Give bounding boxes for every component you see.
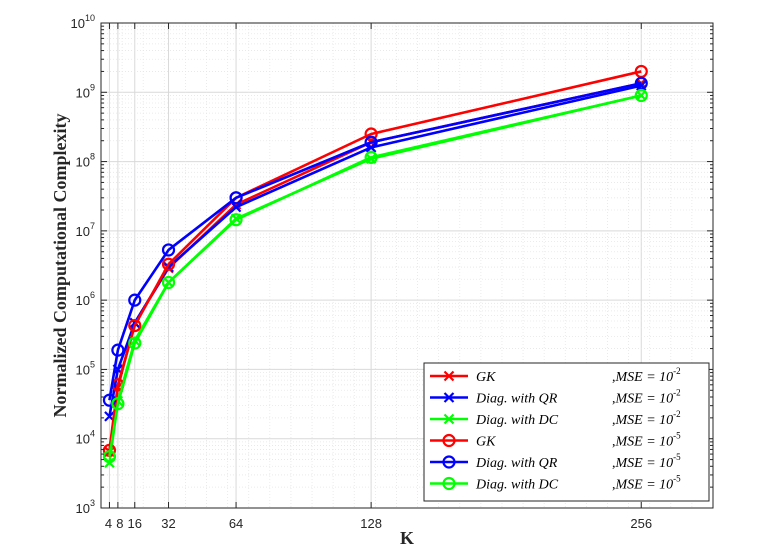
x-tick-label: 64 <box>229 516 243 531</box>
series-line <box>108 81 642 401</box>
legend-method: GK <box>476 370 496 385</box>
x-tick-label: 256 <box>630 516 652 531</box>
legend-box <box>423 362 710 502</box>
legend-method: Diag. with QR <box>475 392 558 407</box>
legend-marker <box>442 476 456 491</box>
legend-mse: ,MSE = 10-2 <box>612 388 681 407</box>
data-point <box>229 213 243 227</box>
legend-entry: Diag. with DC ,MSE = 10-2 <box>430 409 681 428</box>
legend-entry: GK ,MSE = 10-5 <box>430 431 681 450</box>
legend-entry: Diag. with DC ,MSE = 10-5 <box>430 474 681 493</box>
legend-marker <box>442 455 456 469</box>
y-tick-label: 103 <box>76 498 95 516</box>
data-point <box>364 150 378 164</box>
data-point <box>128 336 142 350</box>
marker-stroke <box>443 413 455 425</box>
legend-method: Diag. with QR <box>475 456 558 471</box>
data-point <box>111 343 125 357</box>
legend-mse: ,MSE = 10-5 <box>612 474 681 493</box>
data-point <box>364 135 378 149</box>
data-point <box>364 127 378 141</box>
marker-stroke <box>443 370 455 382</box>
series-5 <box>102 88 648 464</box>
y-tick-label: 107 <box>76 221 95 239</box>
y-axis-label: Normalized Computational Complexity <box>50 114 70 418</box>
y-tick-label: 106 <box>76 290 95 308</box>
marker-stroke <box>443 392 455 403</box>
legend-mse: ,MSE = 10-5 <box>612 431 681 450</box>
legend-entry: GK ,MSE = 10-2 <box>430 366 681 385</box>
data-point <box>102 450 117 464</box>
y-tick-label: 1010 <box>71 13 95 31</box>
marker-stroke <box>230 201 242 213</box>
y-axis-ticks: 103 104 105 106 107 108 109 1010 <box>71 13 713 516</box>
data-point <box>634 88 648 103</box>
data-point <box>161 257 176 271</box>
data-point <box>161 243 176 257</box>
legend-method: Diag. with DC <box>475 478 559 493</box>
data-point <box>229 191 243 205</box>
marker-stroke <box>104 411 115 422</box>
legend-marker <box>443 413 455 425</box>
legend-marker <box>442 433 456 448</box>
legend-method: GK <box>476 435 496 450</box>
legend-entry: Diag. with QR ,MSE = 10-5 <box>430 452 681 471</box>
x-axis-label: K <box>400 528 414 548</box>
series-line <box>108 70 642 451</box>
series-layer <box>102 64 648 469</box>
y-tick-label: 105 <box>76 359 95 377</box>
x-tick-label: 4 <box>105 516 112 531</box>
plot-frame <box>100 22 714 509</box>
x-tick-label: 128 <box>360 516 382 531</box>
legend-mse: ,MSE = 10-2 <box>612 409 681 428</box>
data-point <box>128 318 142 333</box>
legend-marker <box>443 392 455 403</box>
y-tick-label: 109 <box>76 82 95 100</box>
y-tick-label: 108 <box>76 152 95 170</box>
legend-method: Diag. with DC <box>475 413 559 428</box>
data-point <box>111 397 125 411</box>
legend-mse: ,MSE = 10-5 <box>612 452 681 471</box>
data-point <box>161 275 176 290</box>
data-point <box>230 201 242 213</box>
data-point <box>634 76 648 90</box>
x-tick-label: 32 <box>161 516 175 531</box>
x-tick-label: 16 <box>128 516 142 531</box>
legend-marker <box>443 370 455 382</box>
x-tick-label: 8 <box>116 516 123 531</box>
data-point <box>128 293 142 307</box>
x-axis-ticks: 4 8 16 32 64 128 256 <box>105 23 652 531</box>
legend-entry: Diag. with QR ,MSE = 10-2 <box>430 388 681 407</box>
legend-mse: ,MSE = 10-2 <box>612 366 681 385</box>
y-tick-label: 104 <box>76 429 95 447</box>
series-line <box>108 94 642 457</box>
